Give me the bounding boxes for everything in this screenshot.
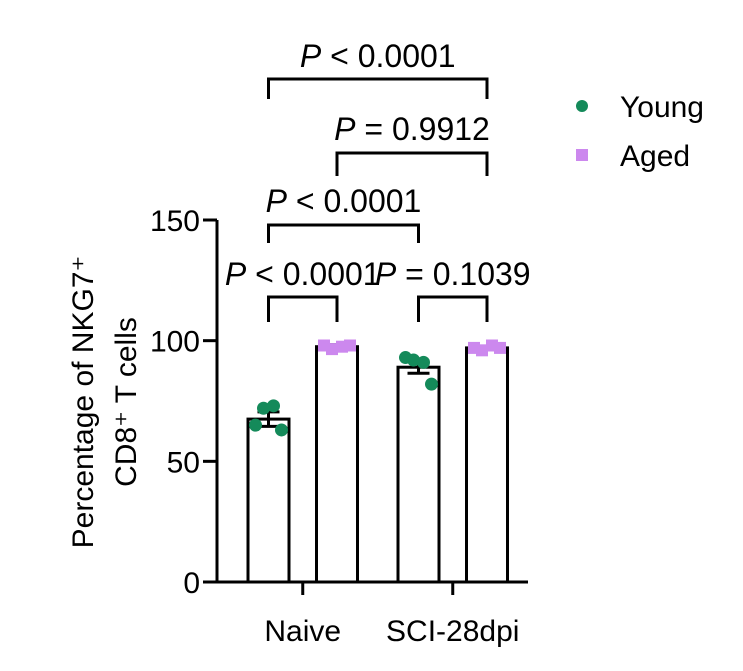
data-point	[257, 401, 270, 415]
data-point	[275, 423, 288, 437]
p-value-text: = 0.9912	[356, 111, 490, 147]
data-point	[326, 343, 338, 356]
data-point	[476, 344, 488, 357]
legend-label-aged: Aged	[620, 140, 690, 173]
legend-marker-young	[576, 100, 588, 112]
p-value-symbol: P	[334, 111, 356, 147]
bar	[315, 345, 359, 584]
data-point	[494, 341, 506, 354]
bar	[246, 417, 291, 584]
y-axis-label-line2: CD8⁺ T cells	[110, 317, 143, 487]
y-tick-label: 50	[167, 446, 200, 479]
p-value-label: P < 0.0001	[266, 183, 422, 219]
p-value-symbol: P	[225, 256, 247, 292]
legend-marker-aged	[576, 149, 588, 161]
data-point	[249, 418, 262, 432]
x-tick-label: Naive	[264, 615, 341, 648]
p-value-label: P = 0.9912	[334, 111, 490, 147]
data-point	[417, 355, 430, 369]
data-point	[267, 399, 280, 413]
p-value-text: < 0.0001	[321, 38, 455, 74]
significance-bracket	[417, 295, 489, 322]
x-tick-label: SCI-28dpi	[386, 615, 519, 648]
p-value-label: P < 0.0001	[300, 38, 456, 74]
significance-bracket	[267, 295, 339, 322]
significance-bracket	[267, 77, 489, 99]
data-point	[344, 339, 356, 352]
p-value-symbol: P	[266, 183, 288, 219]
bar	[465, 346, 509, 584]
p-value-symbol: P	[300, 38, 322, 74]
p-value-label: P = 0.1039	[375, 256, 531, 292]
data-point	[425, 377, 438, 391]
p-value-text: < 0.0001	[246, 256, 380, 292]
bar	[396, 365, 441, 584]
y-tick-label: 100	[150, 326, 200, 359]
y-tick-label: 0	[183, 567, 200, 600]
p-value-label: P < 0.0001	[225, 256, 381, 292]
significance-bracket	[267, 223, 420, 243]
y-tick-label: 150	[150, 205, 200, 238]
y-axis-label-line1: Percentage of NKG7⁺	[67, 256, 100, 549]
legend-label-young: Young	[620, 91, 704, 124]
data-point	[407, 353, 420, 367]
p-value-text: = 0.1039	[396, 256, 530, 292]
p-value-symbol: P	[375, 256, 397, 292]
significance-bracket	[335, 151, 489, 176]
p-value-text: < 0.0001	[287, 183, 421, 219]
